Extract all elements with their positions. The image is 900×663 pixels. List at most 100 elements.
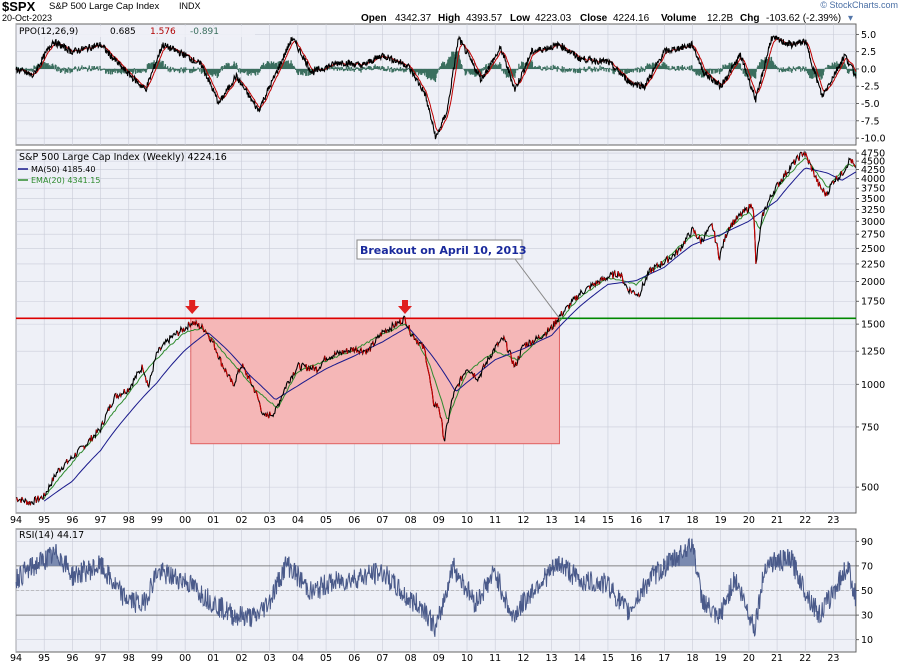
x-label-09: 09 — [433, 653, 445, 663]
price-down-segment — [621, 276, 624, 284]
chg-dropdown-icon[interactable]: ▾ — [848, 13, 853, 24]
tick-label--10.0: -10.0 — [861, 134, 886, 145]
price-down-segment — [324, 355, 327, 362]
price-down-segment — [355, 347, 358, 353]
price-down-segment — [244, 369, 247, 375]
ma50-legend: MA(50) 4185.40 — [31, 165, 95, 174]
price-down-segment — [27, 501, 30, 505]
price-down-segment — [732, 219, 735, 226]
price-down-segment — [193, 321, 196, 326]
price-down-segment — [395, 321, 398, 327]
price-down-segment — [717, 249, 720, 258]
price-down-segment — [711, 223, 714, 230]
trading-range-box — [190, 317, 560, 445]
price-down-segment — [89, 438, 91, 442]
price-down-segment — [255, 390, 258, 395]
tick-label-1750: 1750 — [861, 297, 885, 308]
x-label-17: 17 — [658, 653, 670, 663]
price-down-segment — [119, 393, 122, 397]
price-down-segment — [379, 332, 382, 337]
price-down-segment — [823, 192, 826, 197]
price-down-segment — [649, 267, 652, 274]
tick-label-3750: 3750 — [861, 184, 885, 195]
price-down-segment — [308, 366, 310, 372]
price-down-segment — [825, 191, 828, 196]
price-down-segment — [229, 375, 232, 383]
x-label-18: 18 — [686, 515, 698, 526]
price-down-segment — [144, 376, 147, 383]
price-x-axis: 94 95 96 97 98 99 00 01 02 03 04 05 06 07 08 09 10 11 12 13… — [10, 515, 840, 526]
price-down-segment — [604, 277, 606, 281]
x-label-00: 00 — [179, 653, 191, 663]
price-down-segment — [404, 317, 407, 325]
price-down-segment — [259, 406, 262, 412]
tick-label-3000: 3000 — [861, 217, 885, 228]
price-down-segment — [538, 335, 540, 339]
x-label-01: 01 — [207, 653, 219, 663]
x-label-03: 03 — [264, 515, 276, 526]
price-down-segment — [441, 423, 444, 436]
tick-label-2.5: 2.5 — [861, 47, 876, 58]
price-panel-label: S&P 500 Large Cap Index (Weekly) 4224.16 — [19, 152, 227, 163]
price-down-segment — [600, 277, 603, 281]
tick-label-4500: 4500 — [861, 157, 885, 168]
x-label-13: 13 — [546, 653, 558, 663]
price-down-segment — [652, 267, 655, 272]
price-down-segment — [424, 351, 427, 362]
price-down-segment — [797, 158, 800, 161]
price-down-segment — [109, 404, 112, 408]
price-down-segment — [440, 418, 443, 424]
price-down-segment — [292, 372, 295, 375]
price-down-segment — [740, 212, 743, 217]
price-down-segment — [28, 501, 31, 506]
price-down-segment — [415, 338, 418, 343]
x-label-99: 99 — [151, 515, 163, 526]
x-label-23: 23 — [827, 653, 839, 663]
price-down-segment — [457, 383, 460, 387]
price-down-segment — [593, 283, 596, 287]
x-label-06: 06 — [348, 515, 360, 526]
price-down-segment — [511, 359, 513, 364]
price-down-segment — [264, 413, 267, 417]
price-down-segment — [204, 330, 207, 334]
x-label-94: 94 — [10, 515, 22, 526]
x-label-20: 20 — [743, 515, 755, 526]
price-down-segment — [526, 341, 529, 346]
price-down-segment — [364, 350, 367, 355]
x-label-97: 97 — [95, 653, 107, 663]
down-arrow-marker — [185, 300, 200, 314]
price-down-segment — [472, 373, 475, 377]
price-down-segment — [431, 391, 434, 399]
price-down-segment — [127, 388, 130, 393]
x-label-01: 01 — [207, 515, 219, 526]
tick-label-4000: 4000 — [861, 174, 885, 185]
price-down-segment — [74, 452, 77, 457]
chg-value: -103.62 (-2.39%) — [766, 13, 841, 24]
price-down-segment — [620, 273, 623, 277]
ema20-legend: EMA(20) 4341.15 — [31, 176, 100, 185]
rsi-x-axis: 94 95 96 97 98 99 00 01 02 03 04 05 06 07 08 09 10 11 12 13… — [10, 653, 840, 663]
price-down-segment — [16, 497, 19, 502]
ppo-line — [15, 35, 857, 140]
price-down-segment — [821, 188, 824, 192]
price-down-segment — [341, 350, 344, 354]
x-label-16: 16 — [630, 653, 642, 663]
price-down-segment — [699, 239, 702, 245]
price-down-segment — [430, 386, 433, 392]
price-down-segment — [427, 368, 430, 373]
price-down-segment — [718, 257, 721, 261]
price-down-segment — [187, 321, 190, 325]
price-down-segment — [208, 336, 211, 341]
x-label-15: 15 — [602, 653, 614, 663]
x-label-05: 05 — [320, 515, 332, 526]
price-down-segment — [483, 364, 486, 368]
price-down-segment — [188, 324, 191, 328]
price-down-segment — [25, 500, 28, 505]
close-value: 4224.16 — [613, 13, 650, 24]
price-down-segment — [614, 270, 617, 277]
tick-label-3250: 3250 — [861, 205, 885, 216]
price-down-segment — [716, 243, 719, 250]
price-down-segment — [426, 365, 429, 369]
price-down-segment — [698, 236, 701, 240]
